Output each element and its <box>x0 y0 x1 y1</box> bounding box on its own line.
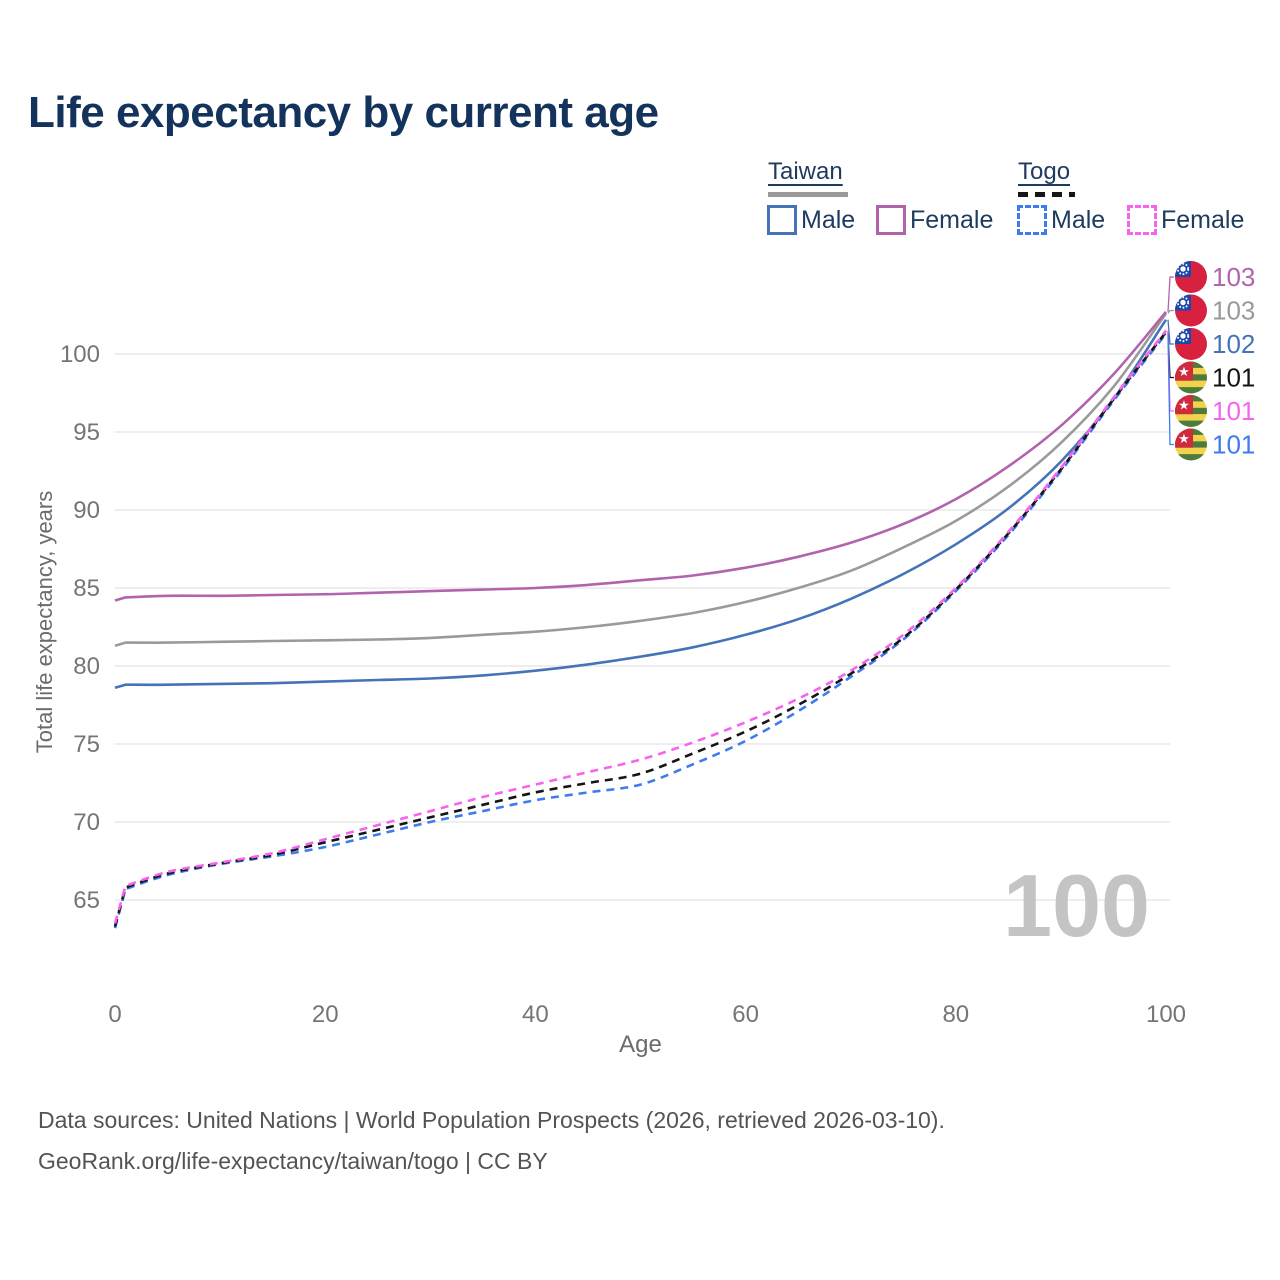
y-axis-title: Total life expectancy, years <box>32 491 57 754</box>
y-tick-label: 80 <box>73 653 100 680</box>
page-title: Life expectancy by current age <box>28 88 659 137</box>
x-tick-label: 60 <box>732 1001 759 1028</box>
legend-item-taiwan-female[interactable]: Female <box>876 205 993 235</box>
togo-flag-icon: ★ <box>1175 395 1207 427</box>
series-line-taiwan-male <box>114 318 1168 690</box>
legend-underline-togo <box>1018 192 1075 197</box>
series-line-taiwan-both <box>114 312 1168 647</box>
end-label-leader <box>1167 333 1174 446</box>
star-icon: ★ <box>1178 398 1190 413</box>
star-icon: ★ <box>1178 364 1190 379</box>
y-tick-label: 95 <box>73 419 100 446</box>
togo-female-swatch-icon <box>1127 205 1157 235</box>
y-tick-label: 90 <box>73 497 100 524</box>
legend-group-togo: Togo <box>1018 158 1075 197</box>
y-tick-label: 75 <box>73 731 100 758</box>
taiwan-male-swatch-icon <box>767 205 797 235</box>
footer: Data sources: United Nations | World Pop… <box>38 1100 945 1182</box>
x-tick-label: 80 <box>942 1001 969 1028</box>
end-label-leader <box>1167 319 1174 345</box>
y-tick-label: 65 <box>73 887 100 914</box>
star-icon: ★ <box>1178 431 1190 446</box>
legend-item-label: Female <box>1161 206 1245 234</box>
taiwan-female-swatch-icon <box>876 205 906 235</box>
legend: Taiwan Togo Male Female Male Female <box>0 0 1280 250</box>
series-line-togo-female <box>113 329 1168 924</box>
legend-item-label: Male <box>801 206 856 234</box>
taiwan-flag-icon <box>1175 294 1207 327</box>
legend-underline-taiwan <box>768 192 848 197</box>
series-line-taiwan-female <box>114 311 1167 602</box>
togo-flag-icon: ★ <box>1175 361 1207 394</box>
y-tick-label: 85 <box>73 575 100 602</box>
x-tick-label: 0 <box>108 1001 121 1028</box>
legend-item-taiwan-male[interactable]: Male <box>767 205 855 235</box>
end-label-value: 103 <box>1212 262 1255 292</box>
series-line-togo-both <box>113 331 1168 927</box>
taiwan-flag-icon <box>1175 261 1207 293</box>
togo-male-swatch-icon <box>1017 205 1047 235</box>
x-tick-label: 100 <box>1146 1001 1186 1028</box>
end-label-value: 103 <box>1212 296 1255 326</box>
end-label-leader <box>1167 276 1174 312</box>
series-line-togo-male <box>113 332 1168 929</box>
end-label-value: 101 <box>1212 363 1255 393</box>
footer-attribution-line: GeoRank.org/life-expectancy/taiwan/togo … <box>38 1148 548 1174</box>
legend-country-label-taiwan[interactable]: Taiwan <box>768 158 843 185</box>
y-tick-label: 100 <box>60 341 100 368</box>
x-axis-title: Age <box>619 1031 662 1058</box>
legend-item-label: Female <box>910 206 994 234</box>
legend-group-taiwan: Taiwan <box>768 158 848 197</box>
y-tick-label: 70 <box>73 809 100 836</box>
footer-source-line: Data sources: United Nations | World Pop… <box>38 1107 945 1133</box>
taiwan-flag-icon <box>1175 328 1207 360</box>
end-label-value: 101 <box>1212 396 1255 426</box>
end-label-value: 101 <box>1212 430 1255 460</box>
watermark-age-label: 100 <box>1003 856 1150 955</box>
end-label-value: 102 <box>1212 329 1255 359</box>
end-label-leader <box>1167 309 1174 314</box>
x-tick-label: 40 <box>522 1001 549 1028</box>
legend-item-label: Male <box>1051 206 1106 234</box>
togo-flag-icon: ★ <box>1175 428 1207 461</box>
legend-item-togo-female[interactable]: Female <box>1127 205 1244 235</box>
legend-item-togo-male[interactable]: Male <box>1017 205 1105 235</box>
legend-country-label-togo[interactable]: Togo <box>1018 158 1071 185</box>
x-tick-label: 20 <box>312 1001 339 1028</box>
